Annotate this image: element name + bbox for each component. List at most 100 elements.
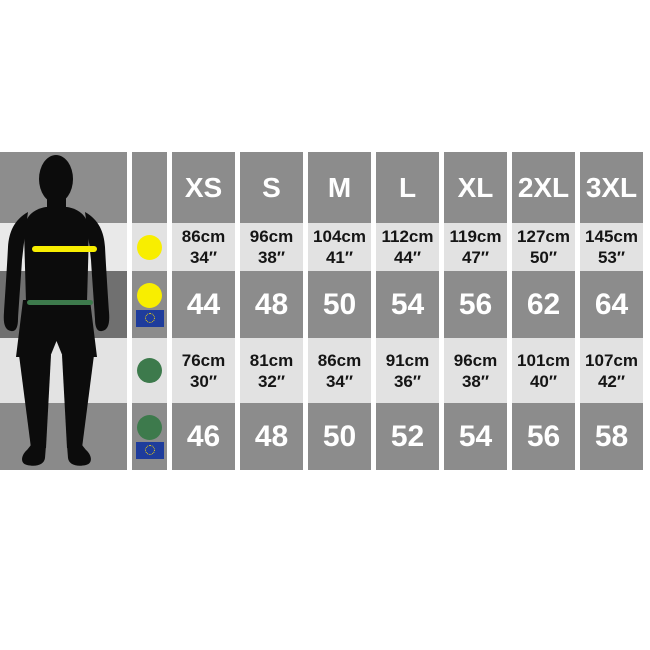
inch-value: 47″: [461, 248, 490, 267]
cm-value: 101cm: [517, 350, 570, 370]
size-chart-grid: XS S M L XL 2XL 3XL 86cm 34″ 96cm 38″ 104c…: [0, 152, 643, 470]
waist-cell-m: 86cm 34″: [308, 338, 371, 403]
waist-cell-s: 81cm 32″: [240, 338, 303, 403]
chest-eu-cell-3xl: 64: [580, 271, 643, 338]
chest-cell-m: 104cm 41″: [308, 223, 371, 271]
chest-eu-cell-xs: 44: [172, 271, 235, 338]
chest-marker-icon: [137, 282, 162, 308]
inch-value: 34″: [325, 371, 354, 391]
cm-value: 86cm: [317, 350, 362, 370]
size-label: M: [327, 171, 352, 203]
silhouette-right-foot: [67, 445, 91, 466]
size-label: XL: [457, 171, 494, 203]
silhouette-shorts: [16, 300, 97, 357]
silhouette-left-foot: [22, 445, 46, 466]
size-label: S: [262, 171, 281, 203]
eu-size-value: 50: [322, 287, 357, 321]
waist-cell-xs: 76cm 30″: [172, 338, 235, 403]
cm-value: 81cm: [249, 350, 294, 370]
inch-value: 34″: [189, 248, 218, 267]
waist-cell-xl: 96cm 38″: [444, 338, 507, 403]
size-column-header-s: S: [240, 152, 303, 223]
cm-value: 112cm: [381, 227, 434, 246]
inch-value: 38″: [257, 248, 286, 267]
waist-marker-icon: [137, 414, 162, 440]
eu-flag-icon: [135, 309, 164, 327]
waist-eu-cell-s: 48: [240, 403, 303, 470]
icon-column-header: [132, 152, 167, 223]
inch-value: 30″: [189, 371, 218, 391]
waist-eu-cell-2xl: 56: [512, 403, 575, 470]
eu-size-value: 52: [390, 419, 425, 453]
eu-size-value: 48: [254, 419, 289, 453]
chest-eu-cell-m: 50: [308, 271, 371, 338]
silhouette-right-leg: [62, 355, 94, 448]
waist-measure-line: [27, 300, 93, 305]
size-label: 2XL: [517, 171, 570, 203]
chest-cell-2xl: 127cm 50″: [512, 223, 575, 271]
waist-eu-cell-l: 52: [376, 403, 439, 470]
chest-eu-cell-l: 54: [376, 271, 439, 338]
inch-value: 36″: [393, 371, 422, 391]
eu-size-value: 50: [322, 419, 357, 453]
chest-cell-xl: 119cm 47″: [444, 223, 507, 271]
cm-value: 104cm: [313, 227, 366, 246]
eu-stars-icon: [144, 313, 155, 323]
inch-value: 44″: [393, 248, 422, 267]
size-column-header-2xl: 2XL: [512, 152, 575, 223]
waist-cell-3xl: 107cm 42″: [580, 338, 643, 403]
chest-eu-cell-2xl: 62: [512, 271, 575, 338]
eu-size-value: 54: [458, 419, 493, 453]
eu-size-value: 54: [390, 287, 425, 321]
inch-value: 50″: [529, 248, 558, 267]
waist-eu-cell-xl: 54: [444, 403, 507, 470]
eu-flag-icon: [135, 441, 164, 459]
waist-eu-cell-m: 50: [308, 403, 371, 470]
cm-value: 86cm: [181, 227, 226, 246]
cm-value: 91cm: [385, 350, 430, 370]
eu-size-value: 46: [186, 419, 221, 453]
waist-cell-2xl: 101cm 40″: [512, 338, 575, 403]
eu-size-value: 56: [458, 287, 493, 321]
size-column-header-xl: XL: [444, 152, 507, 223]
chest-eu-cell-s: 48: [240, 271, 303, 338]
silhouette-neck: [47, 190, 66, 212]
chest-cell-l: 112cm 44″: [376, 223, 439, 271]
waist-eu-cell-3xl: 58: [580, 403, 643, 470]
waist-marker-icon: [137, 358, 162, 383]
inch-value: 40″: [529, 371, 558, 391]
waist-row-legend: [132, 338, 167, 403]
size-column-header-3xl: 3XL: [580, 152, 643, 223]
size-label: L: [398, 171, 417, 203]
chest-cell-3xl: 145cm 53″: [580, 223, 643, 271]
eu-size-value: 64: [594, 287, 629, 321]
size-label: XS: [184, 171, 223, 203]
cm-value: 96cm: [249, 227, 294, 246]
eu-size-value: 58: [594, 419, 629, 453]
size-column-header-l: L: [376, 152, 439, 223]
waist-cell-l: 91cm 36″: [376, 338, 439, 403]
male-silhouette: [3, 155, 110, 466]
inch-value: 32″: [257, 371, 286, 391]
cm-value: 145cm: [585, 227, 638, 246]
size-column-header-m: M: [308, 152, 371, 223]
eu-size-value: 62: [526, 287, 561, 321]
panel-stripe: [0, 403, 127, 470]
eu-size-value: 44: [186, 287, 221, 321]
size-column-header-xs: XS: [172, 152, 235, 223]
silhouette-right-arm: [85, 212, 110, 332]
inch-value: 38″: [461, 371, 490, 391]
silhouette-torso: [24, 207, 89, 302]
chest-eu-cell-xl: 56: [444, 271, 507, 338]
inch-value: 53″: [597, 248, 626, 267]
size-label: 3XL: [585, 171, 638, 203]
chest-cell-xs: 86cm 34″: [172, 223, 235, 271]
cm-value: 96cm: [453, 350, 498, 370]
silhouette-left-arm: [3, 212, 29, 332]
chest-cell-s: 96cm 38″: [240, 223, 303, 271]
eu-size-value: 48: [254, 287, 289, 321]
figure-panel: [0, 152, 127, 470]
cm-value: 107cm: [585, 350, 638, 370]
chest-measure-line: [32, 246, 97, 252]
